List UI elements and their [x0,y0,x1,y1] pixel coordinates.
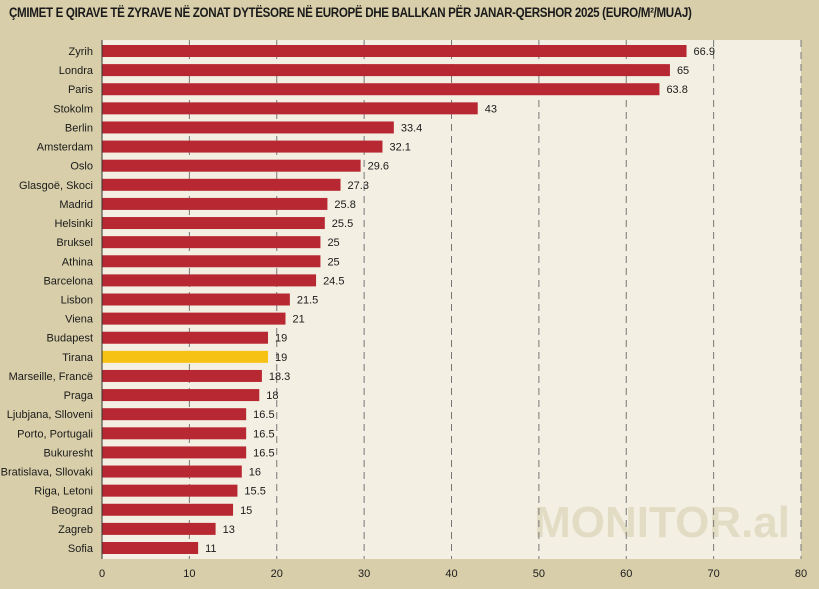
y-category-label: Tirana [62,352,94,364]
data-label: 25 [327,237,339,249]
data-label: 25.5 [332,218,353,230]
y-category-label: Oslo [70,161,93,173]
x-tick-label: 60 [620,568,632,580]
x-tick-label: 30 [358,568,370,580]
bar-marseille-franc- [102,369,262,382]
data-label: 18.3 [269,371,290,383]
data-label: 16 [249,467,261,479]
data-label: 25 [327,256,339,268]
bar-madrid [102,197,328,210]
bar-bratislava-sllovaki [102,465,242,478]
y-category-label: Lisbon [61,295,93,307]
x-tick-label: 0 [99,568,105,580]
y-category-label: Zyrih [69,46,93,58]
x-tick-label: 50 [533,568,545,580]
chart-title: ÇMIMET E QIRAVE TË ZYRAVE NË ZONAT DYTËS… [9,5,692,20]
data-label: 18 [266,390,278,402]
bar-zagreb [102,522,216,535]
data-label: 43 [485,103,497,115]
bar-bruksel [102,236,321,249]
data-label: 15.5 [244,486,265,498]
data-label: 25.8 [334,199,355,211]
bar-berlin [102,121,394,134]
y-category-label: Beograd [51,505,93,517]
data-label: 21 [292,314,304,326]
data-label: 65 [677,65,689,77]
bar-beograd [102,503,234,516]
data-label: 19 [275,333,287,345]
data-label: 66.9 [694,46,715,58]
bar-helsinki [102,217,325,230]
data-label: 16.5 [253,447,274,459]
y-category-label: Berlin [65,122,93,134]
y-category-label: Riga, Letoni [34,486,93,498]
bar-stokolm [102,102,478,115]
y-category-label: Marseille, Francë [9,371,93,383]
data-label: 24.5 [323,275,344,287]
bar-porto-portugali [102,427,247,440]
x-tick-label: 80 [795,568,807,580]
data-label: 11 [205,543,216,555]
bar-riga-letoni [102,484,238,497]
y-category-label: Helsinki [54,218,93,230]
x-tick-label: 10 [183,568,195,580]
y-category-label: Zagreb [58,524,93,536]
bar-lisbon [102,293,290,306]
data-label: 21.5 [297,295,318,307]
bar-barcelona [102,274,317,287]
bar-londra [102,64,670,77]
bar-sofia [102,542,199,554]
y-category-label: Ljubjana, Slloveni [7,409,93,421]
bar-ljubjana-slloveni [102,408,247,421]
data-label: 33.4 [401,122,422,134]
data-label: 19 [275,352,287,364]
bar-tirana [102,350,269,363]
bar-budapest [102,331,269,344]
y-category-label: Bratislava, Sllovaki [1,467,93,479]
y-category-label: Sofia [68,543,94,555]
y-category-label: Paris [68,84,94,96]
y-category-label: Amsterdam [37,142,93,154]
y-category-label: Athina [62,256,94,268]
data-label: 63.8 [666,84,687,96]
y-category-label: Bukuresht [43,447,93,459]
y-category-label: Bruksel [56,237,93,249]
x-tick-label: 40 [445,568,457,580]
data-label: 27.3 [348,180,369,192]
bar-athina [102,255,321,268]
y-category-label: Budapest [47,333,93,345]
bar-praga [102,389,260,402]
watermark: MONITOR.al [534,498,790,547]
y-category-label: Viena [65,314,94,326]
data-label: 16.5 [253,409,274,421]
y-category-label: Porto, Portugali [17,428,93,440]
bar-viena [102,312,286,325]
bar-zyrih [102,45,687,57]
bar-bukuresht [102,446,247,459]
x-tick-label: 20 [271,568,283,580]
y-category-label: Praga [64,390,94,402]
y-category-label: Madrid [59,199,93,211]
data-label: 15 [240,505,252,517]
y-category-label: Glasgoë, Skoci [19,180,93,192]
y-category-label: Stokolm [53,103,93,115]
y-category-label: Londra [59,65,94,77]
bar-paris [102,83,660,96]
bar-oslo [102,159,361,172]
data-label: 16.5 [253,428,274,440]
data-label: 13 [223,524,235,536]
x-tick-label: 70 [708,568,720,580]
data-label: 29.6 [368,161,389,173]
bar-amsterdam [102,140,383,153]
bar-glasgo-skoci [102,178,341,191]
y-category-label: Barcelona [43,275,93,287]
data-label: 32.1 [389,142,410,154]
